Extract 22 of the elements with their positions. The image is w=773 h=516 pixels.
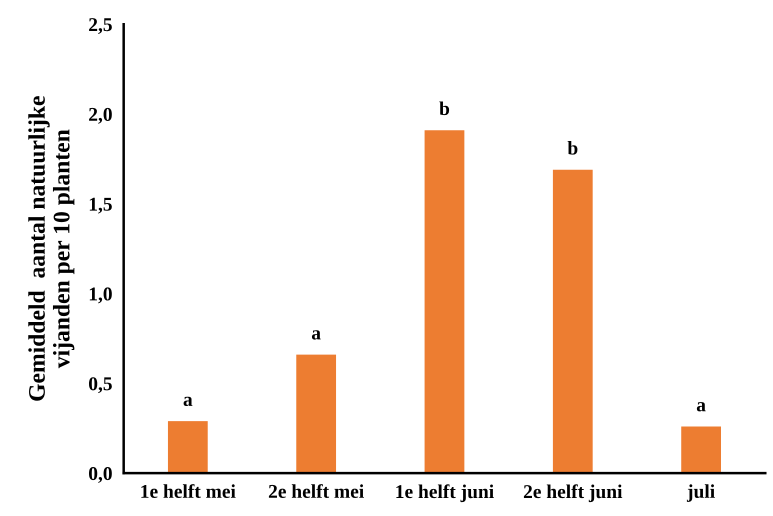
y-tick-label: 2,0 (89, 108, 112, 124)
bar (681, 426, 721, 474)
y-tick-label: 1,5 (90, 198, 112, 214)
x-tick-label: 2e helft juni (524, 484, 622, 502)
bar (296, 354, 336, 474)
x-tick-label: 1e helft mei (141, 484, 236, 498)
annotation: a (696, 402, 706, 412)
x-tick-label: 1e helft juni (396, 484, 494, 502)
x-tick-label: juli (686, 484, 715, 502)
y-tick-label: 0,0 (89, 466, 112, 483)
y-tick-label: 2,5 (89, 18, 112, 34)
annotation: a (312, 330, 321, 340)
annotation: a (184, 396, 192, 406)
bar (168, 421, 208, 474)
bar (424, 130, 464, 474)
y-axis-title: Gemiddeld aantal natuurlijke vijanden per 10 planten (28, 96, 74, 401)
y-tick-label: 1,0 (90, 287, 112, 304)
bar (552, 170, 593, 474)
annotation: b (439, 101, 450, 116)
y-tick-label: 0,5 (89, 377, 112, 394)
annotation: b (568, 140, 578, 155)
x-tick-label: 2e helft mei (268, 484, 364, 498)
